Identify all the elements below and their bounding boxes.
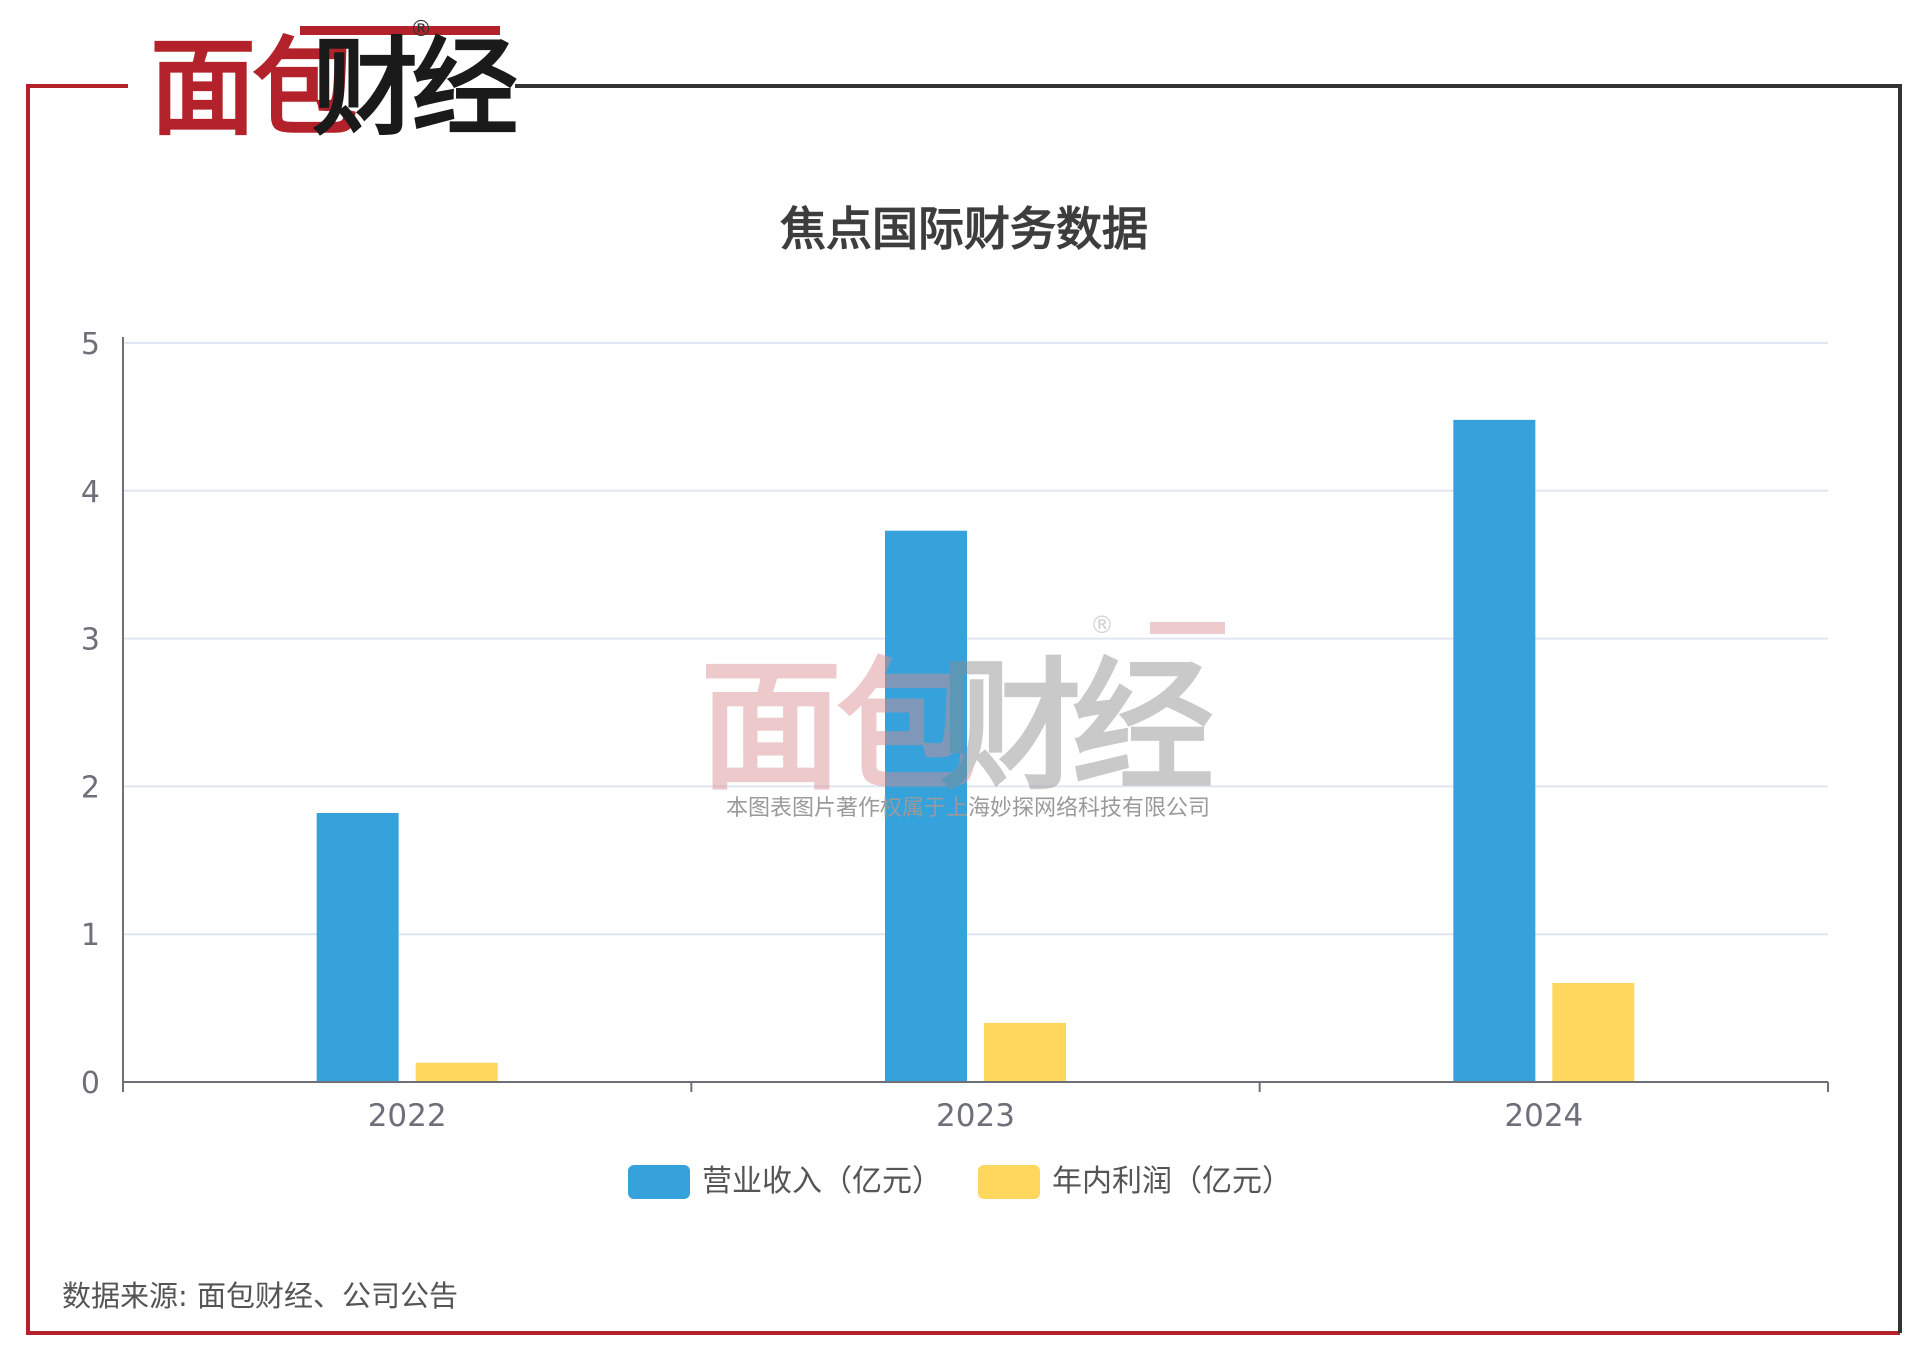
frame-red-left [26, 84, 1900, 1335]
y-tick-label-5: 5 [81, 327, 100, 362]
legend-label-revenue: 营业收入（亿元） [702, 1164, 942, 1199]
legend-swatch-profit [978, 1165, 1040, 1199]
grid-layer [123, 342, 1828, 936]
legend-swatch-revenue [628, 1165, 690, 1199]
watermark-copyright: 本图表图片著作权属于上海妙探网络科技有限公司 [726, 796, 1210, 821]
x-axis-tick-labels: 2022 2023 2024 [368, 1098, 1584, 1134]
x-tick-label-2022: 2022 [368, 1098, 447, 1134]
x-tick-label-2023: 2023 [936, 1098, 1015, 1134]
y-tick-label-2: 2 [81, 770, 100, 805]
watermark-bar [1150, 622, 1225, 634]
y-tick-label-0: 0 [81, 1066, 100, 1101]
y-axis-tick-labels: 0 1 2 3 4 5 [81, 327, 100, 1101]
y-tick-label-4: 4 [81, 475, 100, 510]
watermark: 面包 财经 ® [700, 611, 1225, 810]
bar-profit-2024 [1552, 982, 1635, 1082]
chart-title: 焦点国际财务数据 [780, 202, 1148, 256]
x-axis-ticks [122, 1082, 1829, 1092]
x-tick-label-2024: 2024 [1504, 1098, 1583, 1134]
bar-layer [316, 419, 1635, 1083]
bar-revenue-2024 [1453, 419, 1536, 1083]
brand-registered-mark: ® [410, 17, 432, 42]
brand-logo: 面包 财经 ® [150, 17, 523, 150]
source-note: 数据来源: 面包财经、公司公告 [62, 1279, 458, 1313]
watermark-text-grey: 财经 [940, 645, 1213, 810]
legend-label-profit: 年内利润（亿元） [1052, 1164, 1292, 1199]
y-tick-label-3: 3 [81, 623, 100, 658]
frame-dark-right [515, 84, 1902, 1333]
bar-profit-2022 [415, 1062, 498, 1082]
legend: 营业收入（亿元） 年内利润（亿元） [628, 1164, 1292, 1199]
bar-profit-2023 [984, 1022, 1066, 1082]
brand-logo-text-dark: 财经 [312, 27, 517, 150]
brand-logo-text-red: 面包 [150, 27, 356, 150]
watermark-registered-mark: ® [1090, 611, 1114, 639]
y-tick-label-1: 1 [81, 918, 100, 953]
bar-revenue-2022 [316, 813, 399, 1082]
bar-revenue-2023 [885, 530, 967, 1082]
watermark-text-red: 面包 [700, 645, 975, 810]
brand-logo-bar [300, 26, 500, 35]
